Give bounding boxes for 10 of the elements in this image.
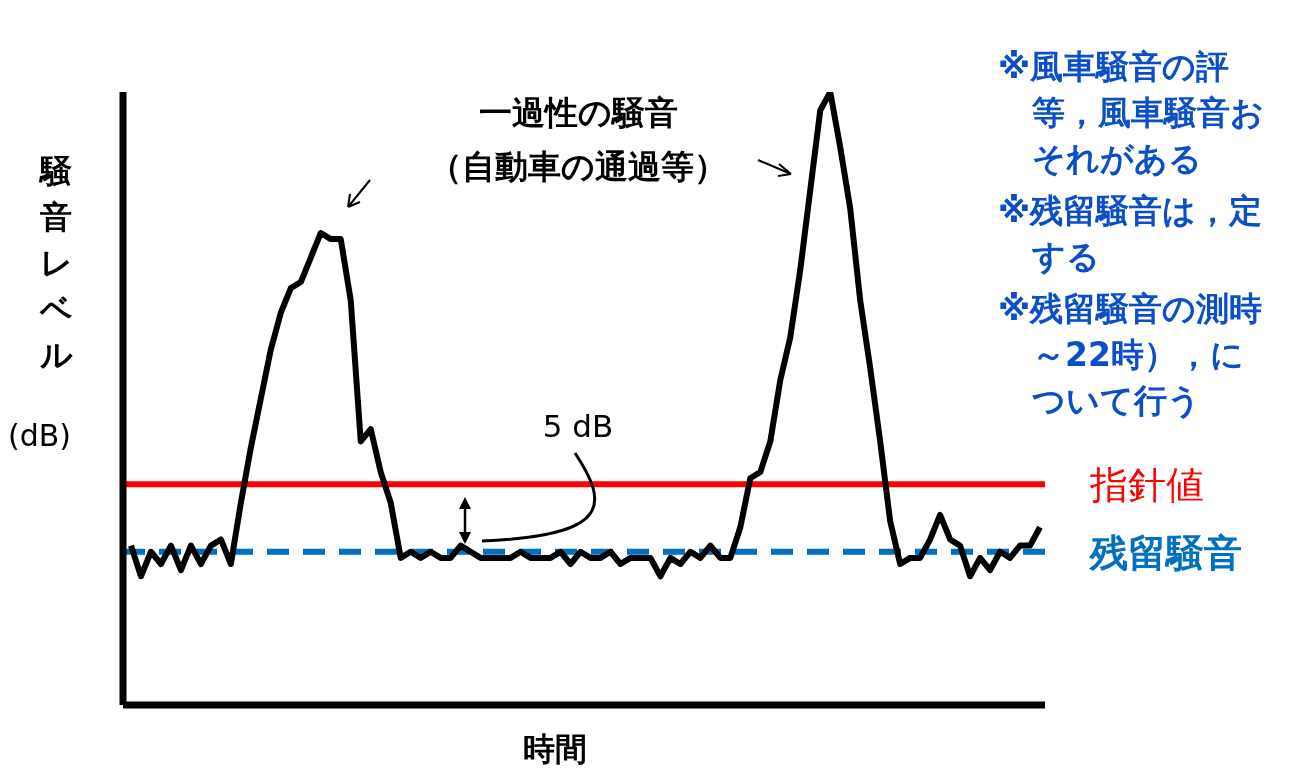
text: 騒音レベル (dB)	[8, 152, 73, 453]
annotation: 5 dB	[541, 408, 615, 444]
annotation: ※残留騒音は，定する	[998, 190, 1264, 278]
x-axis-title: 時間	[522, 729, 588, 769]
ref-line-label: 指針値	[1089, 463, 1204, 508]
annotation: （自動車の通過等）	[428, 146, 728, 188]
ref-line-label: 残留騒音	[1088, 530, 1242, 575]
annotation: ※風車騒音の評等，風車騒音おそれがある	[998, 46, 1265, 180]
annotation: ※残留騒音の測時～22時），について行う	[998, 288, 1264, 422]
annotation: 一過性の騒音	[477, 92, 679, 134]
